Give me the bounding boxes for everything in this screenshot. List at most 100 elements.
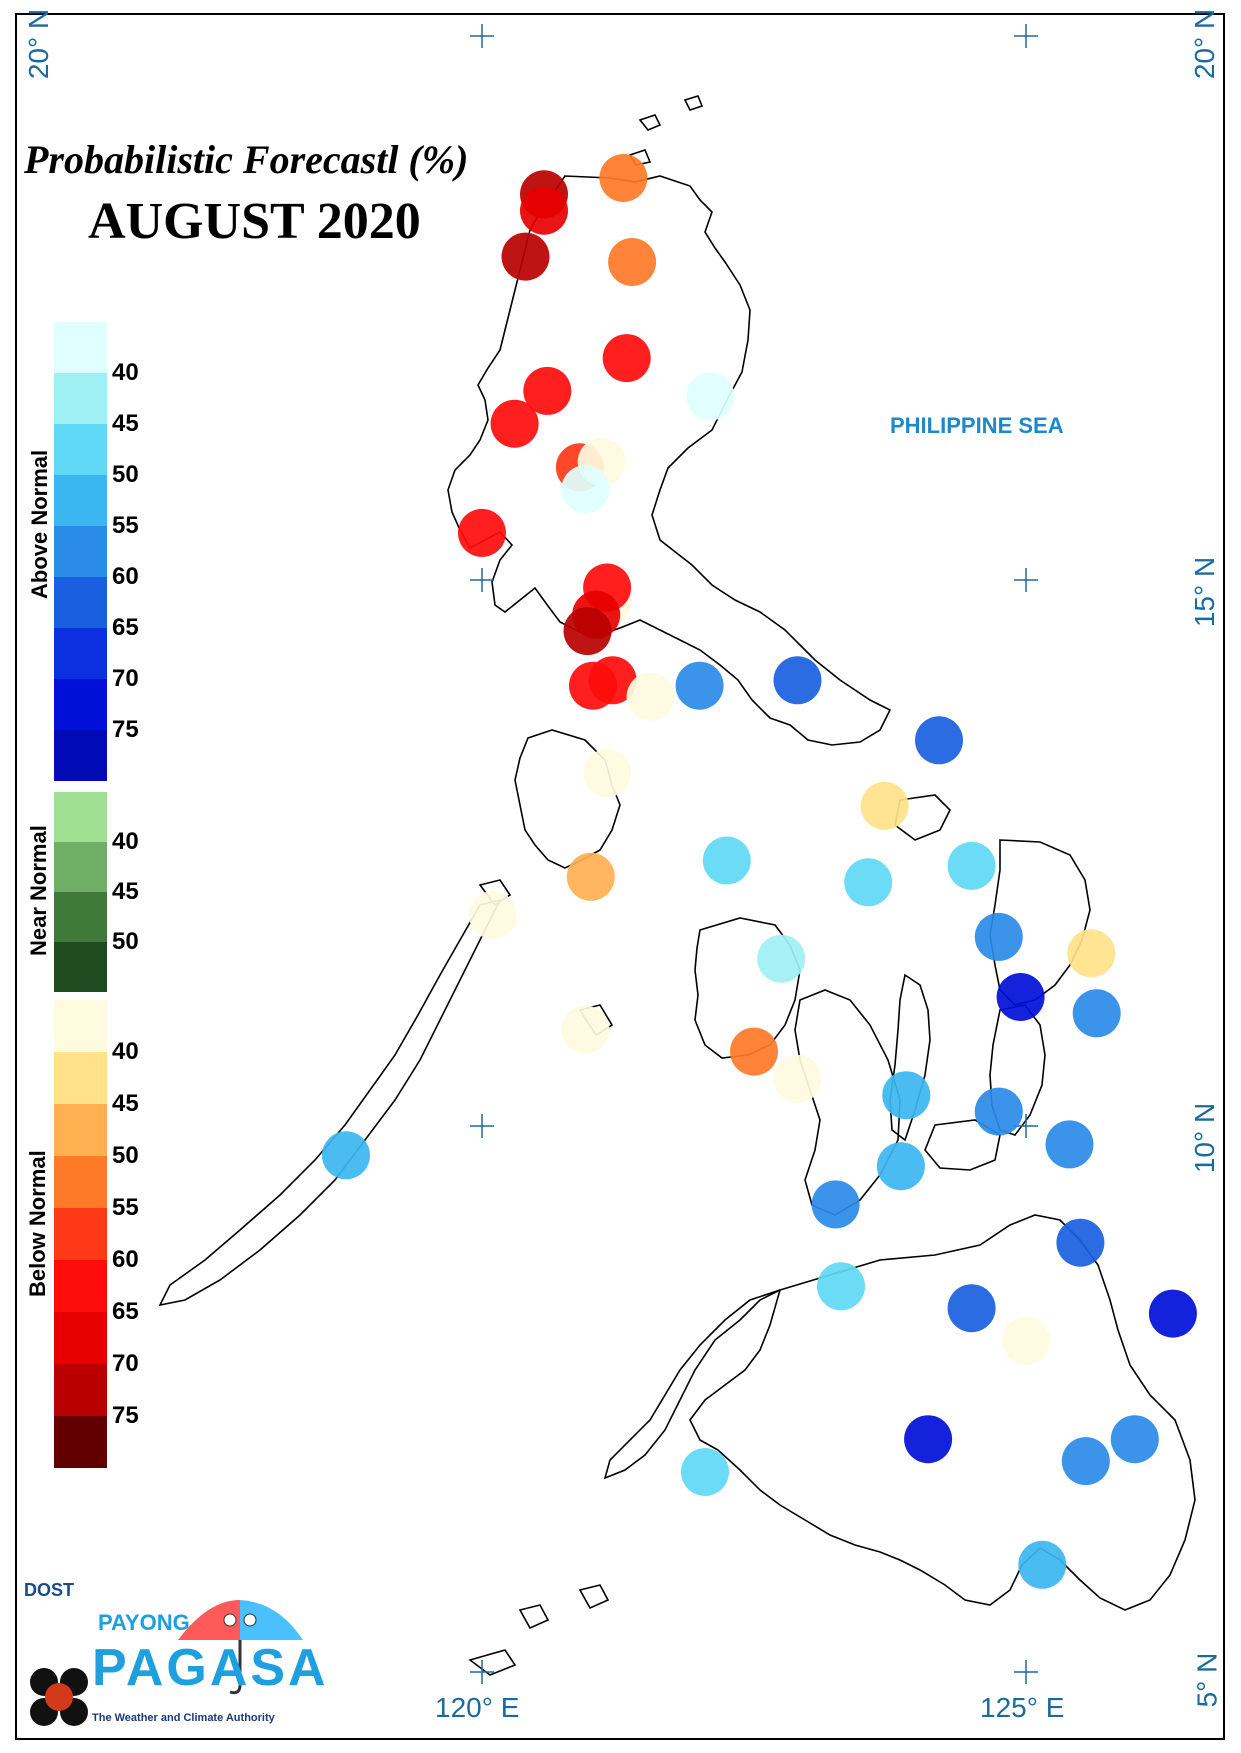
lat-label-top-left: 20° N: [23, 8, 55, 80]
station-marker-below: [1067, 929, 1116, 978]
station-marker-above: [876, 1142, 925, 1191]
legend-swatch-below: [54, 1156, 107, 1208]
station-marker-below: [561, 1005, 610, 1054]
station-marker-above: [974, 912, 1023, 961]
station-marker-above: [773, 656, 822, 705]
station-marker-below: [583, 749, 632, 798]
station-marker-above: [947, 1284, 996, 1333]
station-marker-below: [599, 154, 648, 202]
legend-swatch-above: [54, 322, 107, 373]
station-marker-below: [458, 508, 506, 557]
legend-below-label: Below Normal: [25, 1150, 50, 1297]
legend-swatch-near: [54, 892, 107, 942]
tagline: The Weather and Climate Authority: [92, 1712, 275, 1724]
lon-label-120: 120° E: [435, 1692, 520, 1723]
legend-swatch-below: [54, 1104, 107, 1156]
legend-swatch-near: [54, 842, 107, 892]
map-subtitle: AUGUST 2020: [88, 193, 421, 250]
station-marker-above: [996, 973, 1045, 1021]
legend-tick-above: 50: [112, 461, 139, 488]
legend-tick-below: 45: [112, 1090, 139, 1117]
legend-swatch-near: [54, 942, 107, 992]
station-marker-above: [757, 934, 806, 983]
station-marker-below: [608, 238, 657, 286]
legend-swatch-above: [54, 475, 107, 526]
station-marker-above: [811, 1180, 860, 1229]
coastline: [158, 95, 1196, 1676]
legend-swatch-above: [54, 730, 107, 781]
station-marker-below: [626, 672, 675, 721]
legend-swatch-below: [54, 1416, 107, 1468]
legend-swatch-below: [54, 1052, 107, 1104]
lat-label-5: 5° N: [1191, 1652, 1223, 1708]
lat-label-top-right: 20° N: [1189, 8, 1221, 80]
station-marker-below: [1002, 1316, 1050, 1365]
lon-label-125: 125° E: [980, 1692, 1065, 1723]
legend-swatch-above: [54, 628, 107, 679]
station-marker-below: [569, 661, 617, 710]
station-marker-below: [860, 781, 909, 830]
legend-tick-below: 60: [112, 1246, 139, 1273]
station-marker-above: [1072, 989, 1121, 1038]
graticule-markers: [470, 24, 1038, 1684]
legend-tick-near: 45: [112, 878, 139, 905]
legend-swatch-above: [54, 526, 107, 577]
legend-near-label: Near Normal: [26, 825, 51, 956]
station-marker-below: [520, 186, 568, 235]
station-marker-above: [974, 1087, 1023, 1136]
legend-swatch-above: [54, 373, 107, 424]
station-marker-above: [1018, 1540, 1067, 1589]
legend-swatch-below: [54, 1364, 107, 1416]
station-marker-above: [561, 465, 610, 514]
station-marker-below: [602, 334, 651, 383]
station-marker-below: [566, 852, 615, 901]
legend-swatch-above: [54, 577, 107, 628]
station-marker-above: [1061, 1437, 1110, 1486]
legend-tick-above: 55: [112, 512, 139, 539]
station-marker-above: [817, 1262, 865, 1311]
station-marker-above: [947, 841, 996, 890]
legend-tick-near: 40: [112, 828, 139, 855]
legend-swatch-below: [54, 1000, 107, 1052]
station-markers: [322, 154, 1197, 1589]
legend-tick-below: 75: [112, 1402, 139, 1429]
legend-tick-below: 40: [112, 1038, 139, 1065]
sea-label: PHILIPPINE SEA: [890, 413, 1064, 438]
station-marker-above: [322, 1131, 370, 1180]
station-marker-above: [1110, 1415, 1159, 1464]
legend-tick-near: 50: [112, 928, 139, 955]
dost-label: DOST: [24, 1580, 75, 1600]
map-title: Probabilistic Forecastl (%): [24, 137, 469, 182]
legend-tick-above: 60: [112, 563, 139, 590]
legend-tick-below: 65: [112, 1298, 139, 1325]
map-frame: [15, 13, 1225, 1740]
legend-tick-below: 50: [112, 1142, 139, 1169]
station-marker-above: [882, 1071, 931, 1120]
legend-swatch-below: [54, 1260, 107, 1312]
station-marker-below: [773, 1054, 822, 1103]
station-marker-above: [1148, 1289, 1197, 1338]
legend-tick-below: 55: [112, 1194, 139, 1221]
legend-swatch-above: [54, 424, 107, 475]
station-marker-above: [1056, 1218, 1105, 1267]
station-marker-above: [915, 716, 963, 765]
legend-swatch-below: [54, 1312, 107, 1364]
station-marker-below: [501, 232, 550, 281]
station-marker-above: [904, 1415, 953, 1464]
legend-tick-above: 70: [112, 665, 139, 692]
station-marker-above: [844, 858, 893, 907]
umbrella-icon: [178, 1600, 303, 1695]
station-marker-above: [686, 372, 735, 421]
pagasa-label: PAGASA: [92, 1639, 329, 1697]
legend-tick-above: 75: [112, 716, 139, 743]
station-marker-above: [702, 836, 751, 885]
station-marker-below: [490, 399, 539, 448]
station-marker-below: [563, 607, 612, 656]
station-marker-below: [730, 1027, 778, 1076]
payong-label: PAYONG: [98, 1610, 190, 1635]
station-marker-above: [681, 1448, 729, 1496]
legend-tick-above: 40: [112, 359, 139, 386]
legend-tick-below: 70: [112, 1350, 139, 1377]
station-marker-below: [523, 366, 572, 415]
legend-above-label: Above Normal: [27, 449, 52, 599]
